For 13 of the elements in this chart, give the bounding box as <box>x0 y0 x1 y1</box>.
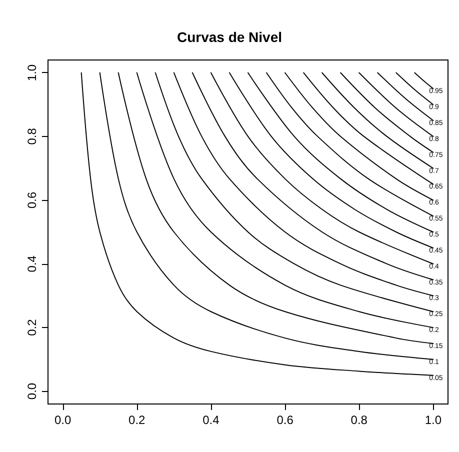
x-tick-label: 0.8 <box>350 413 368 427</box>
y-tick-label: 1.0 <box>25 64 39 82</box>
y-tick-label: 0.6 <box>25 191 39 208</box>
x-tick-label: 1.0 <box>424 413 442 427</box>
x-tick-label: 0.6 <box>276 413 294 427</box>
x-tick-label: 0.0 <box>54 413 72 427</box>
y-tick-label: 0.2 <box>25 318 39 336</box>
y-tick-label: 0.4 <box>25 255 39 272</box>
y-tick-label: 0.8 <box>25 128 39 145</box>
chart-title: Curvas de Nivel <box>176 29 282 45</box>
x-tick-label: 0.4 <box>202 413 220 427</box>
x-tick-label: 0.2 <box>128 413 146 427</box>
y-tick-label: 0.0 <box>25 382 39 400</box>
